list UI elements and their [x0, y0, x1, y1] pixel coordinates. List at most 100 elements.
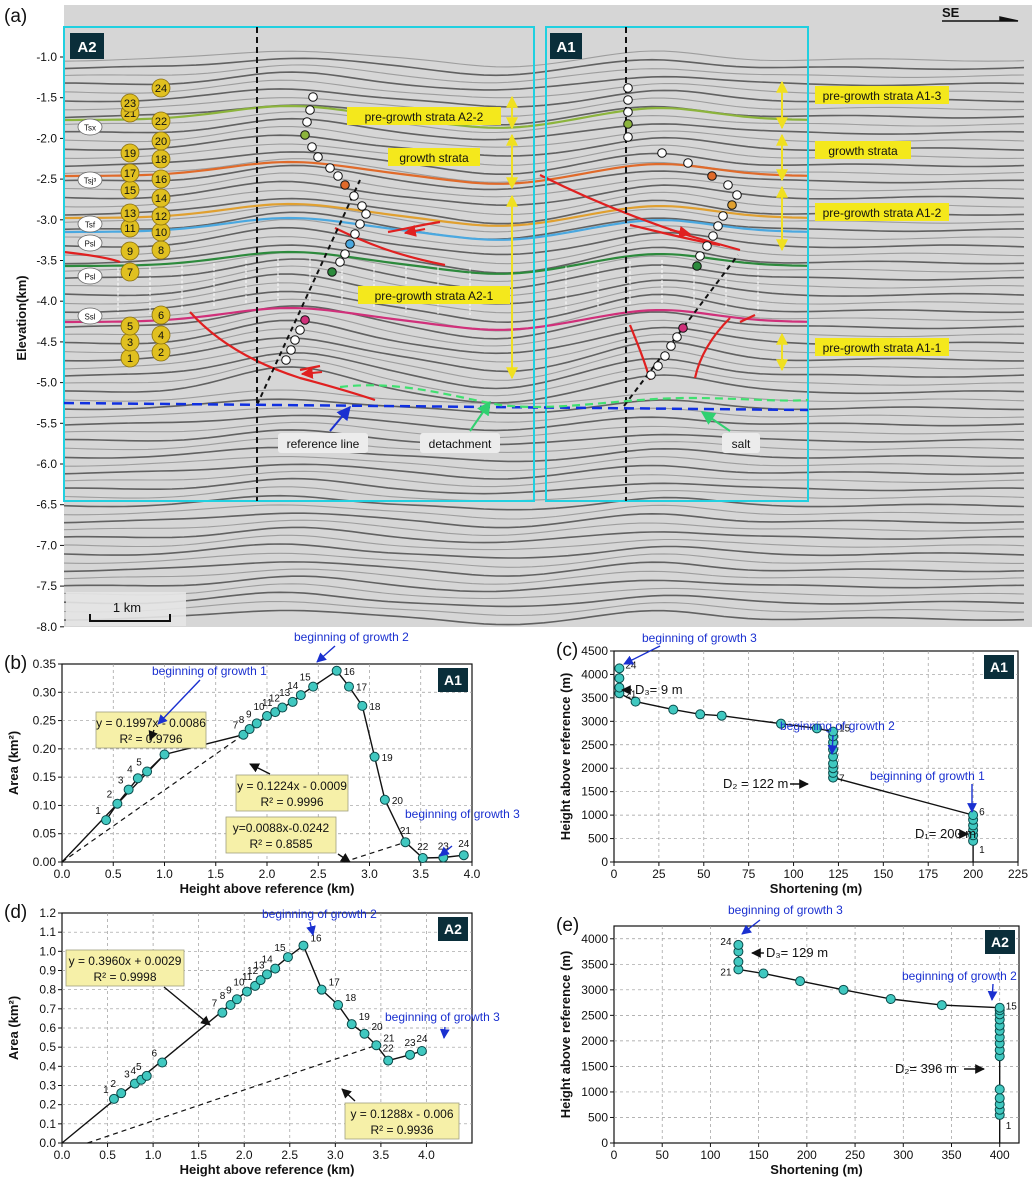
- chart-d-area-vs-height-a2: (d) 0.0 0.5 1.0 1.5 2.0 2.5 3.0 3.5 4.0 0.0 0.1 0.2 0…: [4, 902, 500, 1177]
- trace-marker: [623, 83, 633, 93]
- point-label: 15: [274, 943, 286, 954]
- elevation-tick-label: -5.0: [36, 376, 57, 390]
- point-label: 22: [383, 1044, 395, 1055]
- layer-badge-label: 6: [158, 310, 164, 322]
- trace-marker: [683, 158, 693, 168]
- trace-marker: [302, 117, 312, 127]
- panel-badge: A2: [444, 921, 462, 937]
- x-tick-label: 1.5: [207, 867, 224, 881]
- y-tick-label: 3000: [581, 983, 608, 997]
- annotation-text: beginning of growth 2: [780, 719, 895, 733]
- reference-line: [63, 401, 809, 412]
- data-point: [614, 663, 625, 674]
- y-tick-label: 2000: [581, 761, 608, 775]
- data-path: [287, 944, 423, 1062]
- data-point: [417, 853, 428, 864]
- data-point: [238, 729, 249, 740]
- layer-badge: [151, 188, 171, 208]
- data-point: [241, 986, 252, 997]
- x-tick-label: 150: [873, 867, 893, 881]
- point-label: 16: [344, 667, 356, 678]
- point-label: 14: [262, 955, 274, 966]
- trace-marker: [623, 132, 633, 142]
- annotation-arrow: [439, 1026, 450, 1039]
- data-point: [359, 1028, 370, 1039]
- y-tick-label: 0.20: [33, 742, 57, 756]
- formation-tag-label: Tsj³: [84, 177, 97, 186]
- point-label: 24: [720, 937, 732, 948]
- point-label: 2: [110, 1079, 116, 1090]
- x-tick-label: 3.5: [373, 1148, 390, 1162]
- data-point: [101, 815, 112, 826]
- orientation-arrow-icon: [942, 16, 1019, 22]
- x-tick-label: 100: [700, 1148, 720, 1162]
- svg-text:detachment: detachment: [429, 437, 492, 451]
- layer-badge-label: 9: [127, 246, 133, 258]
- x-tick-label: 25: [652, 867, 666, 881]
- x-axis-label: Height above reference (km): [180, 1162, 355, 1177]
- x-tick-label: 3.5: [412, 867, 429, 881]
- data-point: [132, 773, 143, 784]
- data-point: [733, 939, 744, 950]
- horizons: [64, 104, 809, 331]
- data-point: [416, 1046, 427, 1056]
- y-tick-label: 0.30: [33, 685, 57, 699]
- layer-badge: [151, 305, 171, 325]
- trace-marker: [708, 231, 718, 241]
- layer-badge-label: 20: [155, 136, 167, 148]
- seismic-reflector: [63, 151, 1025, 175]
- data-point: [270, 707, 281, 718]
- y-tick-label: 1.0: [39, 944, 56, 958]
- trace-marker: [713, 221, 723, 231]
- seismic-reflector: [63, 218, 1025, 247]
- formation-tag-bg: [77, 267, 103, 285]
- point-label: 21: [383, 1033, 395, 1044]
- seismic-reflector: [63, 211, 1025, 240]
- orientation-label: SE: [942, 5, 960, 20]
- annotation-arrow: [337, 853, 351, 863]
- box-a1-tag-bg: [550, 33, 582, 59]
- data-point: [277, 702, 288, 713]
- x-tick-label: 350: [941, 1148, 961, 1162]
- point-label: 15: [1006, 1002, 1018, 1013]
- point-label: 14: [287, 681, 299, 692]
- data-point: [795, 976, 806, 987]
- seismic-reflector: [63, 407, 1025, 423]
- trace-marker: [623, 119, 633, 129]
- layer-badge-label: 17: [124, 168, 136, 180]
- data-point: [758, 968, 769, 979]
- horizon-gold: [64, 202, 809, 227]
- elevation-tick-label: -1.0: [36, 50, 57, 64]
- x-tick-label: 200: [797, 1148, 817, 1162]
- data-point: [159, 749, 170, 760]
- annotation-text: beginning of growth 3: [728, 903, 843, 917]
- trace-marker: [718, 211, 728, 221]
- x-tick-label: 50: [656, 1148, 670, 1162]
- seismic-reflector: [63, 429, 1025, 446]
- seismic-reflector: [63, 512, 1025, 529]
- fit-equation-box: [235, 774, 349, 812]
- y-tick-label: 1000: [581, 1085, 608, 1099]
- fault-line: [189, 311, 376, 402]
- annotation-text: D₃= 9 m: [635, 682, 683, 697]
- point-label: 10: [253, 702, 265, 713]
- layer-badge: [120, 241, 140, 261]
- data-point: [733, 956, 744, 967]
- layer-badge: [151, 131, 171, 151]
- horizon-darkgreen: [64, 250, 809, 275]
- svg-text:pre-growth strata A1-1: pre-growth strata A1-1: [823, 341, 942, 355]
- annotation-text: beginning of growth 1: [152, 664, 267, 678]
- annotation-arrow: [163, 986, 211, 1026]
- trace-marker: [672, 332, 682, 342]
- point-label: 13: [279, 688, 291, 699]
- point-label: 18: [369, 702, 381, 713]
- trace-marker: [678, 323, 688, 333]
- elevation-axis-label: Elevation(km): [14, 275, 29, 360]
- data-point: [123, 784, 134, 795]
- layer-badge-label: 22: [155, 116, 167, 128]
- trace-marker: [646, 370, 656, 380]
- seismic-reflector: [63, 552, 1024, 568]
- layer-badge-label: 11: [124, 223, 135, 235]
- trace-marker: [325, 163, 335, 173]
